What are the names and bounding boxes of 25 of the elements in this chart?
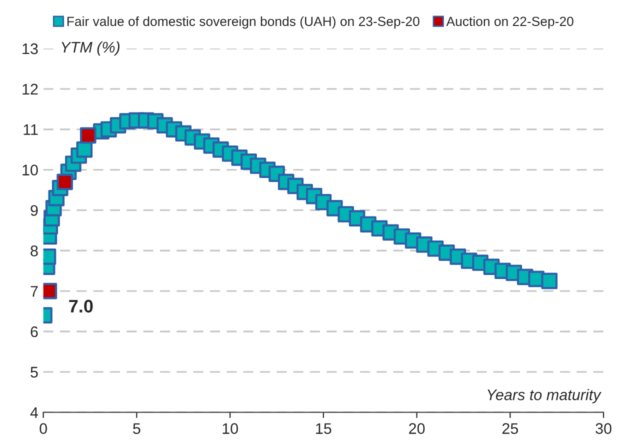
annotation: 7.0 [69, 300, 93, 313]
x-tick-label: 25 [502, 423, 518, 434]
point [541, 272, 558, 290]
y-tick-label: 4 [30, 407, 38, 418]
point [56, 174, 73, 190]
x-tick-label: 10 [222, 423, 238, 434]
point [80, 127, 96, 144]
x-tick-label: 5 [133, 423, 140, 434]
legend-label: Fair value of domestic sovereign bonds (UAH) on 23-Sep-20 [67, 16, 420, 29]
x-tick-label: 20 [409, 423, 425, 434]
x-axis-title: Years to maturity [488, 389, 602, 404]
y-tick-label: 13 [22, 43, 38, 54]
x-tick-label: 30 [596, 423, 612, 434]
y-tick-label: 11 [24, 124, 38, 135]
y-tick-label: 10 [22, 164, 38, 176]
y-tick-label: 12 [22, 84, 38, 94]
x-tick-label: 15 [316, 423, 332, 434]
y-tick-label: 6 [30, 326, 38, 338]
y-tick-label: 5 [30, 366, 38, 378]
y-tick-label: 9 [30, 205, 38, 216]
y-axis-title: YTM (%) [62, 41, 120, 56]
x-tick-label: 0 [40, 423, 47, 434]
y-tick-label: 7 [30, 286, 38, 297]
legend-label: Auction on 22-Sep-20 [446, 16, 574, 29]
y-tick-label: 8 [30, 246, 38, 256]
